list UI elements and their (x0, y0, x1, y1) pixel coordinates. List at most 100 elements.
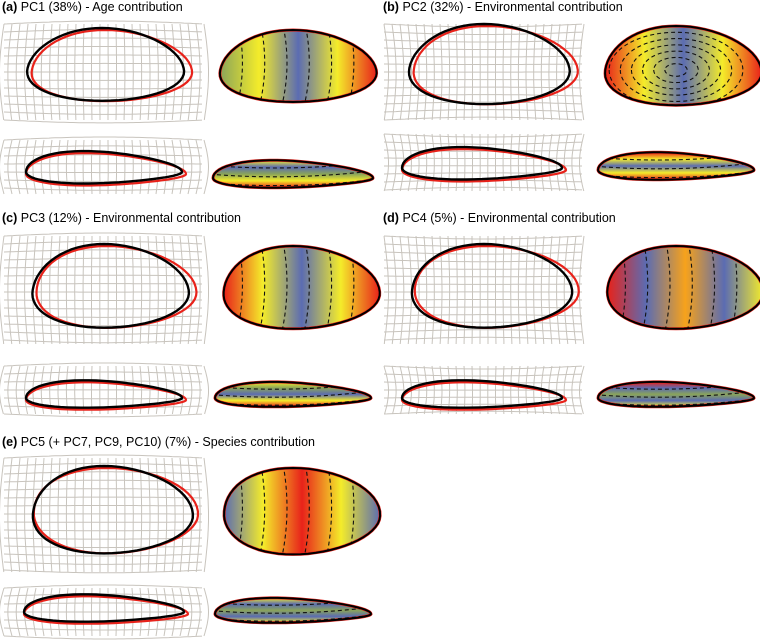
contour-lines (232, 468, 355, 555)
panel-d-dorsal-heatmap (596, 380, 756, 409)
grid-line (383, 321, 582, 325)
panel-b-dorsal-heatmap (596, 150, 756, 182)
panel-a-lateral-deformed-outline (30, 28, 194, 103)
grid-line (3, 339, 203, 344)
panel-a-dorsal-heatmap (211, 158, 375, 190)
grid-line (203, 139, 210, 195)
contour-line (213, 169, 373, 178)
grid-line (131, 139, 134, 195)
grid-line (139, 139, 143, 195)
grid-line (15, 457, 21, 573)
grid-line (383, 336, 583, 341)
grid-line (0, 235, 5, 345)
contour-line (299, 468, 310, 555)
grid-line (24, 457, 29, 573)
grid-line (3, 249, 203, 253)
grid-line (431, 133, 435, 192)
contour-line (321, 468, 333, 555)
grid-line (74, 457, 77, 573)
grid-line (391, 235, 397, 345)
panel-d-dorsal-mean-outline (400, 379, 564, 409)
grid-line (49, 139, 53, 195)
grid-line (455, 235, 458, 345)
mean-outline (222, 244, 381, 330)
grid-line (3, 635, 203, 640)
grid-line (3, 488, 203, 491)
grid-line (32, 139, 37, 195)
grid-line (447, 133, 451, 192)
contour-line (255, 246, 266, 329)
contour-lines (232, 246, 355, 329)
grid-line (171, 457, 176, 573)
grid-line (195, 139, 201, 195)
grid-line (155, 139, 159, 195)
grid-line (3, 240, 203, 245)
grid-line (3, 119, 203, 124)
grid-line (383, 365, 583, 370)
grid-line (439, 133, 443, 192)
grid-line (82, 457, 85, 573)
grid-line (0, 587, 5, 637)
panel-e-lateral-mean-outline (31, 464, 195, 555)
grid-line (139, 235, 143, 345)
grid-line (3, 584, 203, 589)
grid-line (82, 235, 85, 344)
grid-line (383, 31, 583, 35)
grid-line (24, 139, 29, 195)
grid-line (179, 235, 184, 345)
grid-line (57, 139, 61, 195)
grid-line (3, 154, 203, 157)
contour-line (232, 468, 243, 555)
grid-line (7, 139, 13, 195)
panel-d-dorsal-deformation-grid (383, 365, 585, 415)
panel-c-dorsal-heatmap (213, 380, 373, 409)
grid-line (163, 235, 168, 345)
grid-line (383, 116, 583, 121)
panel-e-lateral-deformation-grid (0, 454, 209, 574)
grid-line (525, 133, 529, 192)
grid-line (3, 627, 203, 631)
contour-line (727, 246, 738, 329)
grid-line (7, 457, 13, 573)
grid-line (383, 141, 583, 145)
grid-line (147, 457, 151, 573)
grid-line (195, 457, 201, 573)
grid-line (3, 187, 203, 191)
grid-line (15, 235, 21, 345)
panel-a-title: (a) PC1 (38%) - Age contribution (2, 0, 183, 14)
grid-line (155, 235, 159, 345)
grid-line (510, 133, 513, 192)
grid-line (163, 139, 168, 195)
contour-line (664, 63, 688, 77)
grid-line (3, 331, 203, 335)
grid-line (431, 235, 435, 345)
grid-line (3, 553, 203, 557)
contour-line (232, 246, 243, 329)
contour-line (619, 37, 733, 103)
grid-line (563, 235, 569, 345)
grid-line (407, 235, 412, 345)
contour-line (344, 468, 355, 555)
grid-line (383, 133, 583, 138)
mean-outline (223, 466, 382, 556)
grid-line (548, 235, 553, 345)
figure-content (0, 20, 760, 640)
grid-line (3, 20, 203, 25)
grid-line (40, 235, 45, 345)
contour-line (638, 246, 649, 329)
grid-line (3, 232, 203, 237)
panel-a-lateral-deformation-grid (0, 20, 209, 124)
grid-line (383, 373, 583, 377)
grid-line (3, 111, 203, 115)
grid-line (187, 139, 193, 195)
grid-line (3, 266, 203, 269)
contour-lines (615, 246, 738, 329)
grid-line (0, 23, 5, 121)
mean-outline (218, 28, 378, 104)
grid-line (383, 251, 583, 255)
grid-line (4, 54, 203, 57)
panel-e-dorsal-mean-outline (22, 593, 186, 623)
grid-line (3, 323, 202, 327)
grid-line (40, 139, 45, 195)
grid-line (383, 410, 583, 415)
